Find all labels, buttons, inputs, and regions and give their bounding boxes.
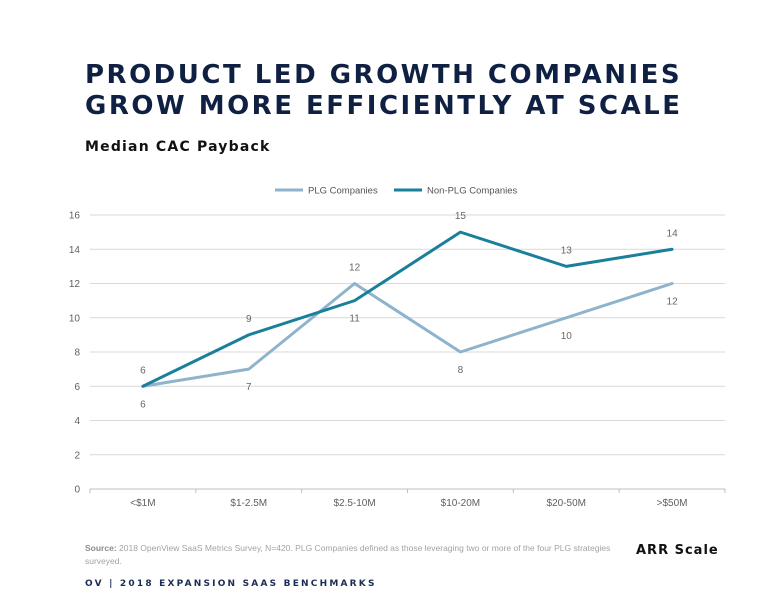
y-tick-label: 6	[74, 382, 80, 393]
plg-data-label: 7	[246, 382, 252, 393]
title-line-1: PRODUCT LED GROWTH COMPANIES	[85, 60, 683, 90]
plg-series-line	[141, 282, 674, 388]
non-plg-data-label: 9	[246, 314, 252, 325]
data-labels: 6 7 12 8 10 12 6 9 11 15 13 14	[140, 211, 678, 410]
plg-data-label: 12	[349, 263, 361, 274]
plg-data-label: 12	[667, 297, 679, 308]
y-tick-label: 16	[69, 211, 81, 222]
chart-subtitle: Median CAC Payback	[85, 139, 271, 155]
non-plg-data-label: 13	[561, 245, 573, 256]
x-tick-label: >$50M	[657, 498, 688, 509]
page-title: PRODUCT LED GROWTH COMPANIES GROW MORE E…	[85, 60, 725, 122]
y-tick-label: 14	[69, 245, 81, 256]
non-plg-data-label: 15	[455, 211, 467, 222]
chart-series	[141, 230, 674, 388]
y-tick-label: 4	[74, 416, 80, 427]
y-tick-label: 0	[74, 485, 80, 496]
plg-data-label: 6	[140, 399, 146, 410]
title-line-2: GROW MORE EFFICIENTLY AT SCALE	[85, 91, 683, 121]
source-note: Source: 2018 OpenView SaaS Metrics Surve…	[85, 542, 625, 568]
y-tick-label: 2	[74, 450, 80, 461]
non-plg-data-label: 6	[140, 365, 146, 376]
y-axis-ticks: 0 2 4 6 8 10 12 14 16	[69, 211, 81, 496]
plg-data-label: 8	[458, 365, 464, 376]
x-tick-label: $20-50M	[547, 498, 586, 509]
x-tick-label: <$1M	[130, 498, 155, 509]
y-tick-label: 12	[69, 279, 81, 290]
x-tick-label: $10-20M	[441, 498, 480, 509]
legend-label-plg: PLG Companies	[308, 186, 378, 197]
plg-data-label: 10	[561, 331, 573, 342]
x-tick-label: $2.5-10M	[333, 498, 375, 509]
x-axis-title: ARR Scale	[636, 543, 719, 558]
legend-label-non-plg: Non-PLG Companies	[427, 186, 518, 197]
x-tick-label: $1-2.5M	[230, 498, 267, 509]
x-axis-ticks: <$1M $1-2.5M $2.5-10M $10-20M $20-50M >$50M	[89, 489, 726, 509]
y-tick-label: 10	[69, 313, 81, 324]
non-plg-series-line	[141, 230, 674, 388]
footer-brand: OV | 2018 EXPANSION SAAS BENCHMARKS	[85, 579, 377, 589]
non-plg-data-label: 11	[349, 314, 360, 325]
y-tick-label: 8	[74, 348, 80, 359]
non-plg-data-label: 14	[667, 228, 679, 239]
source-label: Source:	[85, 543, 117, 553]
chart-legend: PLG Companies Non-PLG Companies	[275, 186, 518, 197]
source-text: 2018 OpenView SaaS Metrics Survey, N=420…	[85, 543, 611, 566]
